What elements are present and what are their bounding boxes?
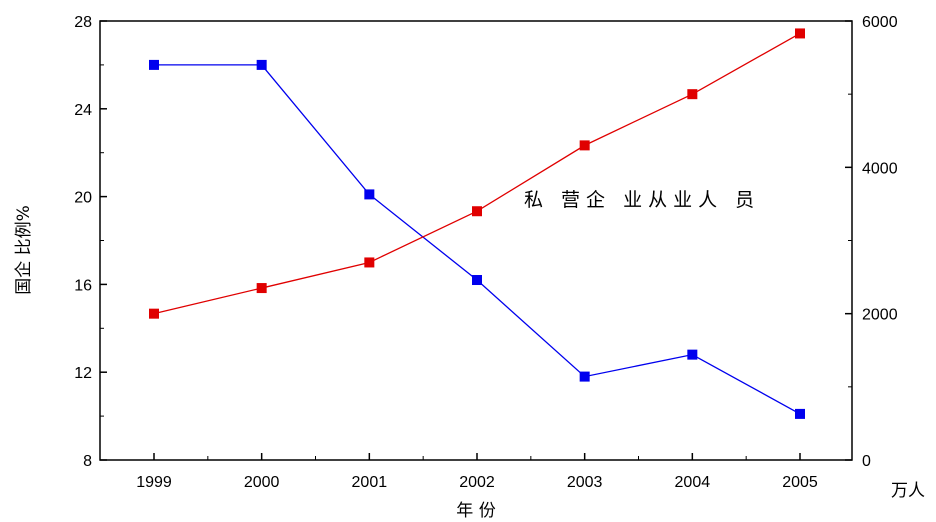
series-1-marker (795, 408, 805, 419)
series-2-marker (687, 89, 698, 100)
y-left-tick-label: 28 (74, 14, 92, 31)
x-tick-label: 2001 (352, 474, 388, 491)
y-axis-right-label: 万人 (891, 481, 925, 501)
x-tick-label: 1999 (136, 474, 172, 491)
y-left-tick-label: 8 (83, 453, 92, 470)
y-left-tick-label: 24 (74, 102, 92, 119)
x-tick-label: 2003 (567, 474, 603, 491)
left-axis-ticks: 8 12 16 20 24 28 (74, 14, 107, 470)
x-axis-ticks: 1999 2000 2001 2002 2003 2004 2005 (136, 453, 818, 491)
x-tick-label: 2004 (675, 474, 711, 491)
series-2-marker (149, 308, 159, 319)
series-layer (149, 28, 805, 419)
series-2-marker (364, 257, 375, 268)
y-right-tick-label: 6000 (862, 14, 898, 31)
right-axis-ticks: 0 2000 4000 6000 (845, 14, 898, 470)
x-axis-label: 年 份 (456, 501, 495, 521)
series-1-marker (687, 349, 698, 360)
series-1-marker (149, 59, 159, 70)
annotation-label: 私 营企 业从业人 员 (524, 189, 760, 211)
series-2-marker (472, 206, 482, 217)
series-2-marker (795, 28, 805, 39)
x-tick-label: 2000 (244, 474, 280, 491)
series-1-marker (579, 371, 590, 382)
series-line-1 (154, 64, 801, 415)
y-right-tick-label: 4000 (862, 160, 898, 177)
y-left-tick-label: 16 (74, 277, 92, 294)
series-1-marker (256, 59, 267, 70)
y-right-tick-label: 2000 (862, 307, 898, 324)
series-2-marker (256, 283, 267, 294)
series-1-marker (364, 189, 375, 200)
y-left-tick-label: 12 (74, 365, 92, 382)
x-tick-label: 2005 (782, 474, 818, 491)
plot-frame (99, 20, 853, 461)
y-left-tick-label: 20 (74, 190, 92, 207)
x-tick-label: 2002 (459, 474, 495, 491)
y-axis-left-label: 国企 比例% (14, 205, 34, 295)
series-line-2 (153, 32, 801, 315)
series-2-marker (579, 140, 590, 151)
series-1-marker (472, 275, 482, 286)
y-right-tick-label: 0 (862, 453, 871, 470)
